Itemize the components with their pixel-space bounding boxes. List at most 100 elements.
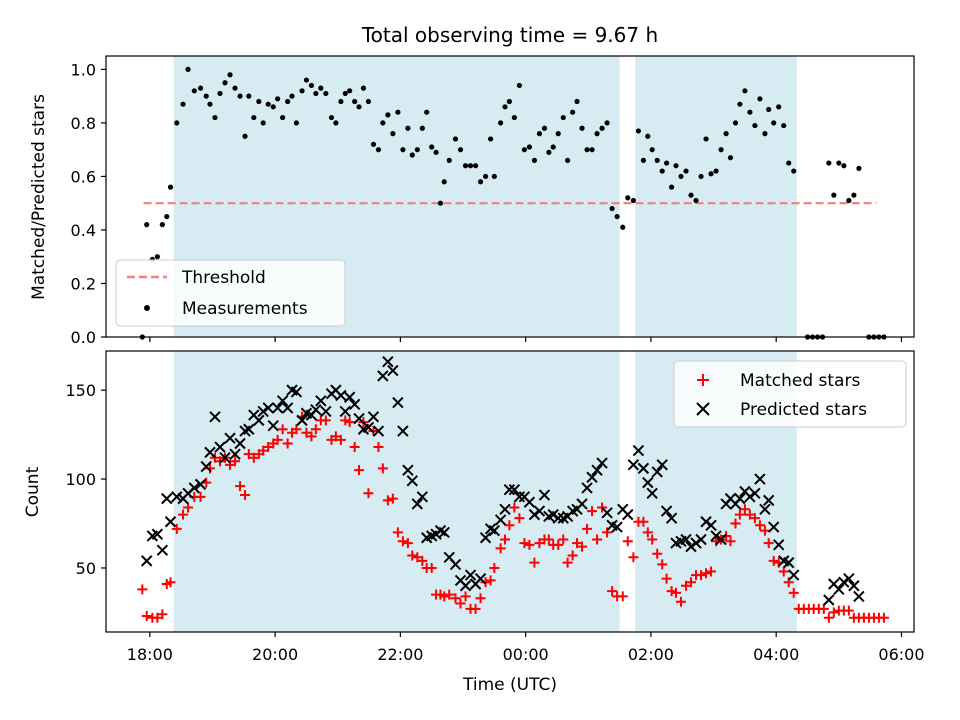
matched-star-28 xyxy=(277,424,288,435)
predicted-star-132 xyxy=(788,569,800,581)
measurement-point-100 xyxy=(630,197,636,204)
measurement-point-37 xyxy=(323,90,329,97)
predicted-star-51 xyxy=(392,396,404,409)
matched-star-44 xyxy=(354,465,365,476)
x-tick-label-5: 04:00 xyxy=(753,645,799,664)
x-tick-label-0: 18:00 xyxy=(127,645,173,664)
predicted-star-48 xyxy=(377,370,389,382)
predicted-star-30 xyxy=(290,386,303,398)
measurement-point-20 xyxy=(242,133,248,139)
top-legend: Threshold Measurements xyxy=(115,259,346,327)
measurement-point-4 xyxy=(159,222,165,228)
measurement-point-75 xyxy=(506,98,512,105)
predicted-star-52 xyxy=(397,425,409,437)
predicted-star-126 xyxy=(759,503,771,515)
matched-star-131 xyxy=(778,566,789,577)
measurement-point-11 xyxy=(197,85,204,91)
measurement-point-14 xyxy=(212,114,218,121)
predicted-star-105 xyxy=(656,459,668,471)
matched-star-73 xyxy=(495,543,506,554)
matched-star-15 xyxy=(214,456,225,467)
predicted-star-138 xyxy=(848,580,860,592)
predicted-star-114 xyxy=(700,516,712,528)
measurement-point-23 xyxy=(256,98,262,105)
x-tick-label-2: 22:00 xyxy=(377,645,423,664)
predicted-star-107 xyxy=(665,512,678,524)
predicted-star-89 xyxy=(576,498,588,510)
matched-star-102 xyxy=(638,516,649,527)
predicted-star-40 xyxy=(339,405,351,418)
predicted-star-98 xyxy=(622,508,634,521)
measurement-point-124 xyxy=(747,109,753,115)
measurement-point-92 xyxy=(589,147,595,153)
matched-star-91 xyxy=(582,523,593,534)
matched-star-59 xyxy=(426,562,437,573)
measurement-point-115 xyxy=(703,136,709,142)
measurement-point-6 xyxy=(167,184,174,190)
matched-star-0 xyxy=(137,584,148,595)
measurement-point-85 xyxy=(555,131,561,137)
matched-star-43 xyxy=(349,442,360,453)
matched-star-105 xyxy=(652,548,663,559)
matched-star-115 xyxy=(701,568,712,579)
bottom-ytick-label-2: 150 xyxy=(65,381,96,400)
predicted-star-135 xyxy=(833,583,845,596)
matched-star-57 xyxy=(417,555,428,566)
predicted-star-35 xyxy=(315,395,327,407)
measurement-point-139 xyxy=(831,192,837,198)
measurement-point-8 xyxy=(180,101,186,107)
predicted-star-110 xyxy=(680,533,692,546)
measurement-point-98 xyxy=(620,224,626,230)
predicted-star-18 xyxy=(234,437,246,450)
matched-star-133 xyxy=(788,587,799,598)
measurement-point-31 xyxy=(293,120,300,126)
predicted-star-99 xyxy=(627,459,640,471)
matched-star-129 xyxy=(768,555,779,566)
measurement-point-73 xyxy=(498,120,504,126)
predicted-star-83 xyxy=(547,508,559,521)
predicted-star-133 xyxy=(823,594,835,606)
measurement-point-29 xyxy=(285,98,291,105)
bottom-ylabel: Count xyxy=(23,466,43,517)
predicted-star-11 xyxy=(200,460,212,473)
matched-star-140 xyxy=(823,612,834,623)
matched-star-100 xyxy=(628,552,639,563)
matched-star-70 xyxy=(480,577,491,588)
measurement-point-141 xyxy=(841,163,847,169)
matched-star-49 xyxy=(377,463,388,474)
matched-star-71 xyxy=(485,575,496,586)
measurement-point-50 xyxy=(385,112,391,118)
top-ytick-label-5: 1.0 xyxy=(71,60,96,79)
top-ylabel: Matched/Predicted stars xyxy=(29,94,49,300)
matched-star-34 xyxy=(306,431,317,442)
measurement-point-30 xyxy=(289,93,295,99)
predicted-star-100 xyxy=(632,444,645,457)
predicted-star-84 xyxy=(552,512,564,524)
measurement-point-123 xyxy=(742,88,748,94)
measurement-point-116 xyxy=(708,171,714,177)
x-tick-label-1: 20:00 xyxy=(252,645,298,664)
predicted-star-103 xyxy=(646,487,658,499)
bottom-ytick-label-1: 100 xyxy=(65,470,96,489)
measurement-point-102 xyxy=(640,157,647,163)
measurement-point-122 xyxy=(737,101,743,107)
matched-star-141 xyxy=(828,607,839,618)
matched-star-125 xyxy=(749,513,760,524)
matched-star-47 xyxy=(368,426,379,437)
predicted-legend-label: Predicted stars xyxy=(740,400,867,420)
measurement-point-93 xyxy=(594,131,600,137)
predicted-star-73 xyxy=(499,503,511,515)
matched-star-110 xyxy=(675,596,686,607)
predicted-star-113 xyxy=(695,533,707,546)
predicted-star-12 xyxy=(204,446,216,459)
matched-star-87 xyxy=(562,557,573,568)
measurement-point-127 xyxy=(762,131,768,137)
measurement-point-24 xyxy=(260,120,266,126)
matched-star-104 xyxy=(647,534,658,545)
measurement-point-58 xyxy=(424,109,430,115)
measurement-point-47 xyxy=(370,141,377,147)
matched-star-83 xyxy=(543,534,554,545)
predicted-star-81 xyxy=(538,489,551,501)
matched-star-75 xyxy=(504,520,515,531)
